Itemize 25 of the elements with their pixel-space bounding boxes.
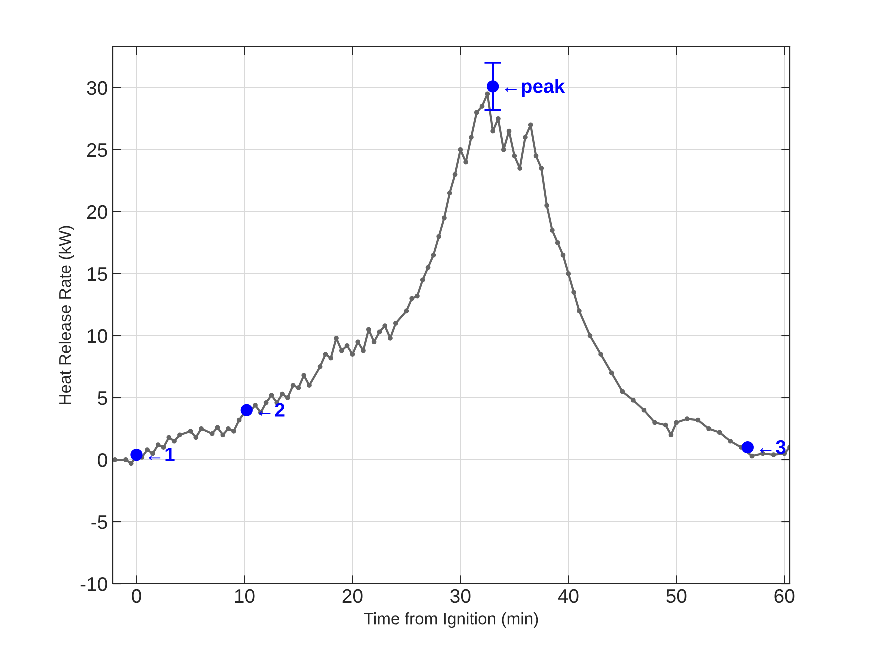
- x-tick-label: 10: [235, 589, 255, 604]
- x-tick-label: 60: [774, 589, 795, 604]
- y-tick-label: 0: [98, 453, 108, 468]
- y-tick-label: 15: [88, 268, 108, 282]
- point: [130, 448, 143, 462]
- x-axis-title: Time from Ignition (min): [364, 612, 538, 628]
- y-tick-label: 30: [87, 81, 108, 96]
- point: [486, 80, 500, 93]
- x-tick-label: 30: [450, 589, 471, 604]
- x-tick-label: 20: [342, 589, 363, 604]
- annotation: ←3: [760, 440, 786, 454]
- y-tick-label: 20: [87, 205, 108, 220]
- y-tick-label: -10: [80, 577, 108, 592]
- x-tick-label: 0: [132, 589, 142, 604]
- annotation: ←1: [149, 448, 175, 462]
- y-tick-label: 10: [88, 329, 108, 344]
- y-axis-title: Heat Release Rate (kW): [58, 226, 74, 404]
- y-tick-label: 5: [98, 392, 108, 406]
- y-tick-label: -5: [92, 516, 108, 530]
- x-tick-label: 50: [666, 589, 687, 604]
- point: [240, 404, 253, 416]
- annotation: ←peak: [505, 79, 566, 98]
- y-tick-label: 25: [87, 143, 108, 158]
- point: [742, 442, 754, 454]
- x-tick-label: 40: [558, 589, 579, 604]
